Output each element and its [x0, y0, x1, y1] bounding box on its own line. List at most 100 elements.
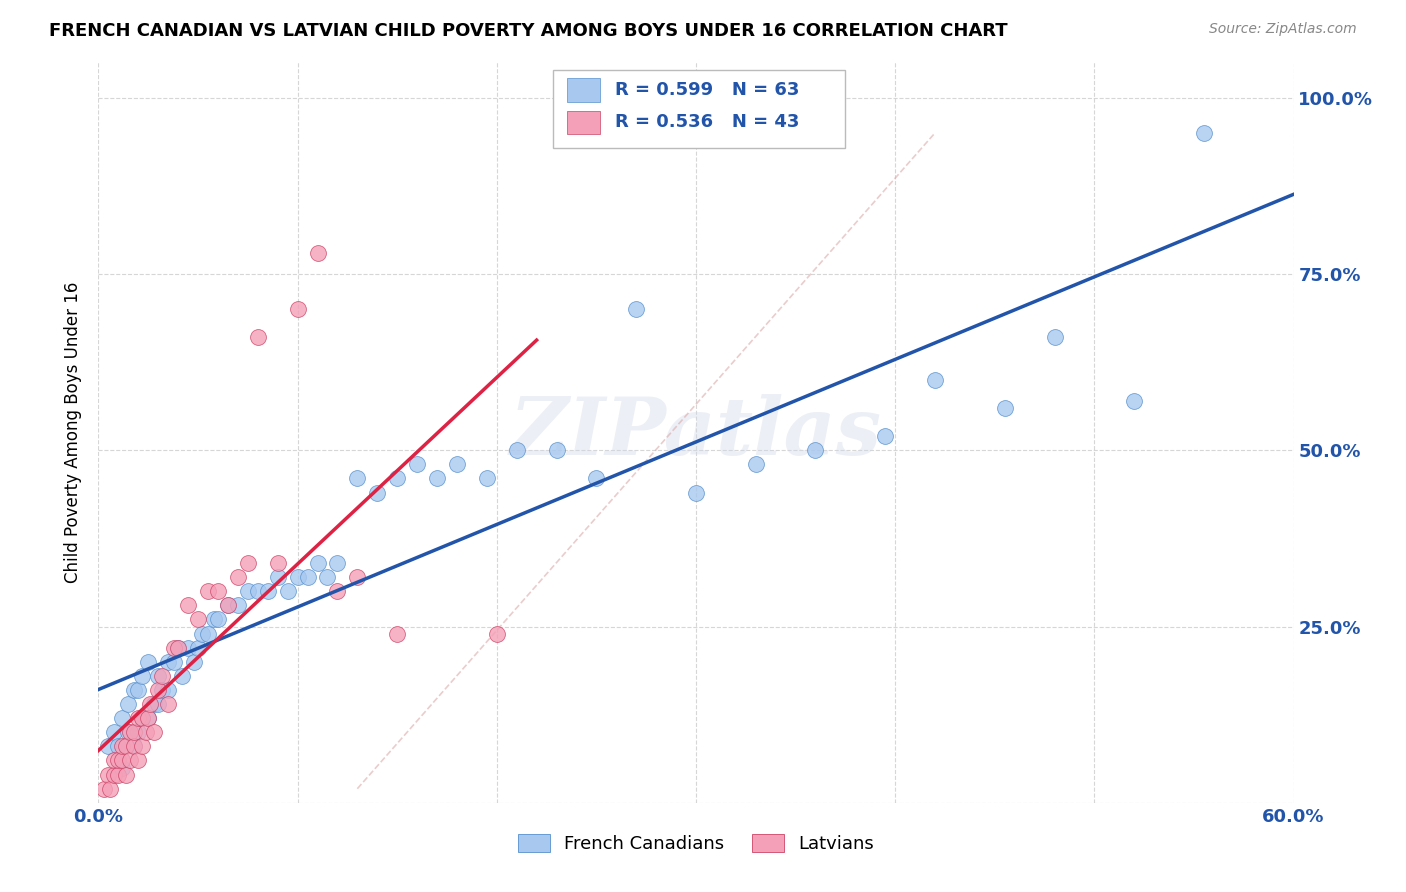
Point: [685, 485, 707, 500]
Point: [197, 584, 219, 599]
Point: [157, 697, 180, 711]
Point: [117, 697, 139, 711]
Point: [111, 754, 134, 768]
Point: [107, 767, 129, 781]
Point: [346, 570, 368, 584]
Point: [287, 570, 309, 584]
Point: [124, 683, 146, 698]
Point: [127, 754, 149, 768]
Point: [626, 302, 648, 317]
Point: [277, 584, 299, 599]
Point: [804, 443, 827, 458]
Point: [136, 711, 159, 725]
Point: [287, 302, 309, 317]
FancyBboxPatch shape: [553, 70, 845, 147]
Point: [267, 570, 290, 584]
Point: [127, 711, 149, 725]
Point: [226, 570, 249, 584]
Point: [136, 711, 159, 725]
Point: [475, 471, 498, 485]
Point: [107, 754, 129, 768]
Point: [115, 767, 138, 781]
Point: [97, 767, 120, 781]
Point: [177, 599, 200, 613]
Point: [150, 683, 173, 698]
Point: [485, 626, 508, 640]
Point: [127, 683, 149, 698]
Text: FRENCH CANADIAN VS LATVIAN CHILD POVERTY AMONG BOYS UNDER 16 CORRELATION CHART: FRENCH CANADIAN VS LATVIAN CHILD POVERTY…: [49, 22, 1008, 40]
Point: [236, 556, 259, 570]
Point: [426, 471, 449, 485]
Point: [115, 739, 138, 754]
Point: [207, 584, 229, 599]
Point: [131, 739, 153, 754]
Point: [307, 556, 329, 570]
Point: [246, 584, 269, 599]
Legend: French Canadians, Latvians: French Canadians, Latvians: [510, 827, 882, 861]
Point: [107, 739, 129, 754]
Point: [135, 725, 157, 739]
Point: [120, 754, 142, 768]
Point: [120, 725, 142, 739]
Point: [924, 373, 946, 387]
Point: [226, 599, 249, 613]
Point: [148, 683, 170, 698]
Point: [187, 612, 209, 626]
Point: [256, 584, 278, 599]
Point: [103, 767, 125, 781]
Point: [97, 739, 120, 754]
Text: Source: ZipAtlas.com: Source: ZipAtlas.com: [1209, 22, 1357, 37]
Point: [385, 471, 409, 485]
Point: [127, 725, 149, 739]
Point: [217, 599, 239, 613]
Point: [103, 754, 125, 768]
Point: [506, 443, 529, 458]
Point: [1123, 393, 1146, 408]
Point: [103, 725, 125, 739]
Point: [150, 669, 173, 683]
Point: [267, 556, 290, 570]
Point: [406, 458, 429, 472]
Point: [246, 330, 269, 344]
Point: [546, 443, 568, 458]
Point: [157, 683, 180, 698]
Point: [167, 640, 190, 655]
FancyBboxPatch shape: [567, 78, 600, 102]
Text: R = 0.599   N = 63: R = 0.599 N = 63: [614, 81, 799, 99]
Point: [191, 626, 214, 640]
Point: [131, 711, 153, 725]
Point: [93, 781, 115, 796]
Point: [124, 739, 146, 754]
Point: [111, 760, 134, 774]
Text: R = 0.536   N = 43: R = 0.536 N = 43: [614, 113, 799, 131]
Y-axis label: Child Poverty Among Boys Under 16: Child Poverty Among Boys Under 16: [65, 282, 83, 583]
Point: [131, 711, 153, 725]
Point: [236, 584, 259, 599]
Point: [131, 669, 153, 683]
Point: [316, 570, 339, 584]
Point: [745, 458, 768, 472]
Point: [183, 655, 205, 669]
Point: [1043, 330, 1066, 344]
Point: [366, 485, 388, 500]
Text: ZIPatlas: ZIPatlas: [510, 394, 882, 471]
Point: [326, 584, 349, 599]
Point: [385, 626, 409, 640]
Point: [148, 669, 170, 683]
Point: [124, 725, 146, 739]
Point: [117, 725, 139, 739]
Point: [136, 655, 159, 669]
Point: [124, 739, 146, 754]
Point: [163, 655, 186, 669]
Point: [207, 612, 229, 626]
Point: [187, 640, 209, 655]
Point: [297, 570, 319, 584]
Point: [157, 655, 180, 669]
Point: [172, 669, 194, 683]
Point: [139, 697, 162, 711]
Point: [307, 245, 329, 260]
Point: [585, 471, 607, 485]
Point: [167, 640, 190, 655]
Point: [875, 429, 897, 443]
Point: [143, 725, 166, 739]
